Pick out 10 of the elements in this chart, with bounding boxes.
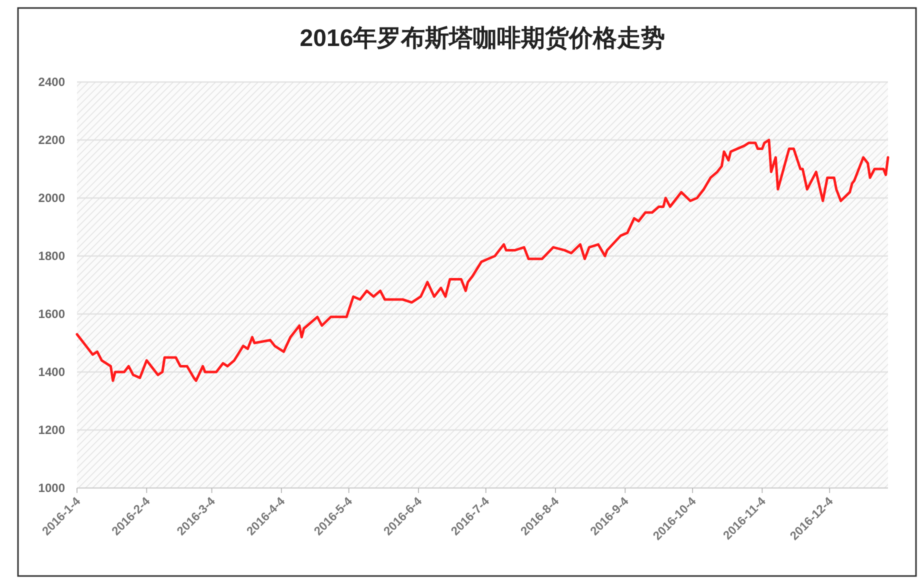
y-tick-label: 2000 xyxy=(38,191,66,205)
y-tick-label: 1800 xyxy=(38,249,66,263)
y-tick-label: 1000 xyxy=(38,481,66,495)
chart-title: 2016年罗布斯塔咖啡期货价格走势 xyxy=(300,25,666,52)
y-tick-label: 1400 xyxy=(38,365,66,379)
y-tick-label: 1200 xyxy=(38,423,66,437)
y-tick-label: 1600 xyxy=(38,307,66,321)
y-tick-label: 2200 xyxy=(38,133,66,147)
y-tick-label: 2400 xyxy=(38,75,66,89)
line-series xyxy=(76,138,890,382)
